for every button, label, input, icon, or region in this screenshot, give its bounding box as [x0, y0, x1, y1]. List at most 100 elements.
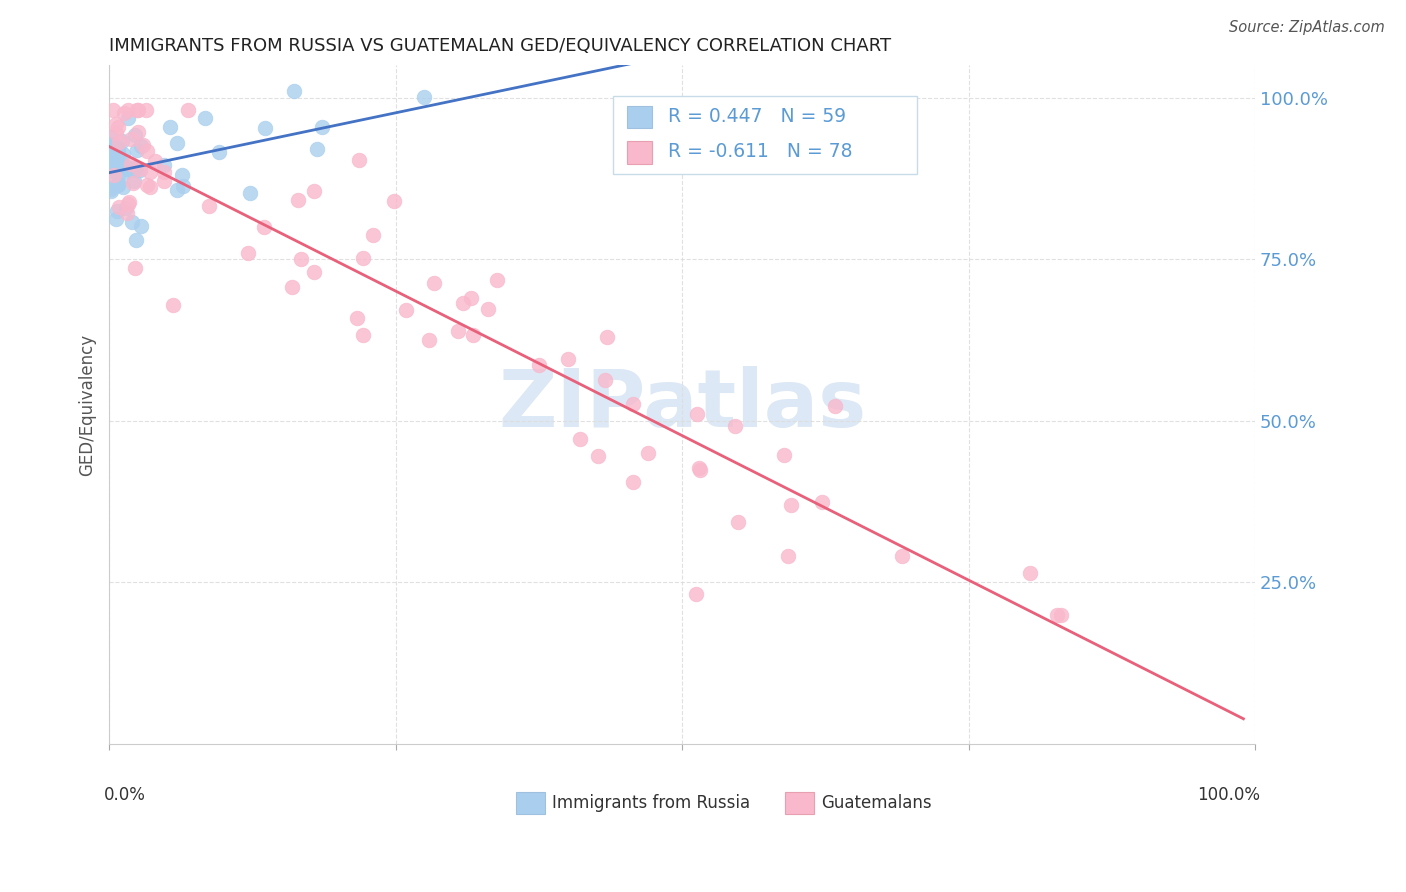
Point	[177, 103, 200, 118]
Point	[529, 359, 551, 373]
Point	[111, 134, 134, 148]
Point	[346, 311, 368, 326]
Point	[152, 158, 174, 172]
Point	[162, 298, 184, 312]
Point	[107, 204, 129, 219]
Point	[124, 162, 146, 177]
Point	[686, 407, 709, 421]
Point	[104, 145, 127, 159]
Point	[311, 120, 333, 134]
Text: 0.0%: 0.0%	[104, 786, 146, 804]
Text: R = 0.447   N = 59: R = 0.447 N = 59	[668, 106, 846, 126]
Point	[621, 475, 644, 489]
Point	[115, 205, 138, 219]
Point	[100, 129, 122, 144]
Point	[105, 148, 128, 162]
Text: Guatemalans: Guatemalans	[821, 794, 931, 812]
Point	[593, 373, 616, 387]
Point	[208, 145, 231, 159]
Point	[485, 273, 508, 287]
Point	[136, 144, 159, 158]
Point	[352, 327, 374, 342]
Point	[153, 164, 176, 178]
Point	[451, 296, 474, 310]
Point	[689, 463, 711, 477]
Point	[1050, 607, 1073, 622]
Point	[236, 246, 259, 260]
Point	[111, 147, 134, 161]
Point	[103, 168, 125, 182]
Point	[413, 90, 436, 104]
Point	[170, 168, 193, 182]
Point	[103, 139, 125, 153]
Point	[107, 146, 129, 161]
Point	[108, 161, 131, 175]
Point	[447, 324, 470, 338]
Point	[135, 103, 157, 118]
Point	[172, 178, 194, 193]
Point	[105, 127, 128, 141]
Bar	[627, 141, 652, 163]
Point	[596, 330, 619, 344]
Point	[103, 141, 125, 155]
Point	[352, 251, 374, 265]
Point	[460, 291, 482, 305]
Point	[166, 182, 188, 196]
Point	[824, 399, 846, 413]
Point	[621, 397, 644, 411]
Point	[557, 352, 579, 367]
Text: IMMIGRANTS FROM RUSSIA VS GUATEMALAN GED/EQUIVALENCY CORRELATION CHART: IMMIGRANTS FROM RUSSIA VS GUATEMALAN GED…	[110, 37, 891, 55]
Point	[1018, 566, 1040, 580]
Point	[253, 220, 276, 235]
Point	[115, 202, 138, 216]
Point	[395, 302, 418, 317]
Point	[107, 177, 129, 191]
Point	[120, 156, 142, 170]
Point	[121, 214, 143, 228]
Point	[118, 195, 141, 210]
Point	[305, 141, 328, 155]
Point	[145, 154, 167, 169]
Point	[290, 252, 312, 266]
Point	[128, 161, 150, 176]
Point	[283, 84, 305, 98]
Point	[107, 178, 129, 192]
Text: ZIPatlas: ZIPatlas	[498, 366, 866, 443]
Text: Immigrants from Russia: Immigrants from Russia	[551, 794, 749, 812]
Point	[1046, 607, 1069, 622]
Point	[891, 549, 914, 564]
Point	[104, 152, 127, 166]
Point	[115, 160, 138, 174]
Point	[461, 327, 484, 342]
Point	[302, 265, 325, 279]
Text: 100.0%: 100.0%	[1198, 786, 1261, 804]
Point	[100, 182, 122, 196]
Point	[115, 161, 138, 176]
Point	[779, 498, 801, 512]
Point	[103, 140, 125, 154]
Point	[125, 161, 148, 175]
Point	[111, 180, 134, 194]
Point	[122, 174, 145, 188]
Point	[569, 432, 592, 446]
Point	[117, 161, 139, 176]
Point	[103, 153, 125, 167]
Point	[166, 136, 188, 150]
Point	[477, 301, 499, 316]
Point	[361, 228, 384, 243]
Point	[124, 260, 146, 275]
Point	[127, 125, 149, 139]
Point	[108, 200, 131, 214]
Point	[772, 448, 794, 462]
Point	[139, 165, 162, 179]
Point	[121, 177, 143, 191]
Point	[100, 180, 122, 194]
Point	[136, 178, 159, 192]
Point	[100, 160, 122, 174]
Point	[127, 103, 149, 118]
Point	[100, 153, 122, 168]
Text: R = -0.611   N = 78: R = -0.611 N = 78	[668, 142, 853, 161]
Point	[287, 193, 309, 207]
Point	[727, 516, 749, 530]
Point	[347, 153, 370, 167]
